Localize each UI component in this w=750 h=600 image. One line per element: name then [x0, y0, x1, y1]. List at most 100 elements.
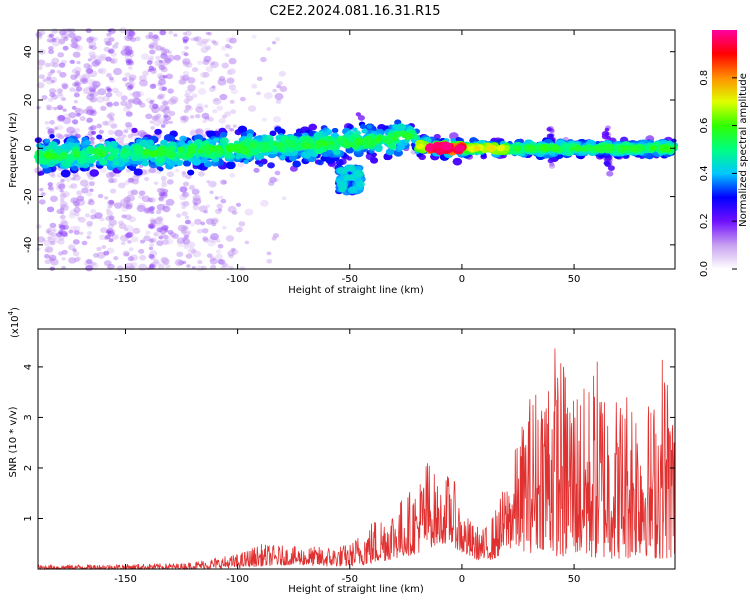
spectrogram-cell: [149, 150, 159, 158]
spectrogram-cell: [279, 85, 288, 93]
spectrogram-cell: [385, 148, 395, 156]
spectrogram-cell: [181, 191, 190, 198]
spectrogram-cell: [182, 70, 190, 76]
snr-y-tick-label: 1: [23, 515, 34, 521]
spectrogram-cell: [230, 109, 237, 115]
spectrogram-cell: [134, 149, 142, 155]
spectrogram-cell: [88, 45, 93, 49]
spectrogram-cell: [118, 223, 127, 230]
spectrogram-cell: [161, 86, 168, 92]
spectrogram-cell: [105, 208, 111, 213]
spectrogram-cell: [458, 146, 465, 151]
spectrogram-cell: [220, 131, 228, 138]
spectrogram-cell: [274, 126, 282, 133]
spectrogram-cell: [85, 67, 94, 75]
spectrogram-cell: [217, 243, 224, 249]
spectrogram-cell: [185, 253, 193, 259]
spectrogram-cell: [89, 93, 95, 97]
spec-y-tick-label: 20: [23, 94, 34, 107]
spectrogram-cell: [229, 37, 237, 44]
spectrogram-cell: [128, 99, 134, 104]
spectrogram-cell: [38, 199, 46, 205]
spectrogram-cell: [149, 225, 154, 229]
spectrogram-cell: [623, 145, 630, 150]
spectrogram-cell: [160, 124, 166, 128]
spectrogram-cell: [166, 171, 175, 178]
spectrogram-cell: [49, 222, 57, 229]
spectrogram-cell: [75, 256, 81, 261]
spectrogram-cell: [179, 135, 187, 142]
spectrogram-cell: [181, 171, 187, 175]
spectrogram-cell: [143, 176, 150, 182]
spectrogram-cell: [58, 229, 64, 235]
spectrogram-cell: [72, 248, 77, 252]
spectrogram-cell: [606, 135, 611, 140]
spec-y-tick-label: -20: [23, 188, 34, 204]
spectrogram-cell: [47, 97, 54, 102]
spectrogram-cell: [184, 219, 191, 225]
spectrogram-cell: [347, 142, 354, 147]
spectrogram-cell: [276, 84, 281, 89]
spectrogram-cell: [150, 126, 155, 130]
spectrogram-cell: [86, 155, 92, 161]
spectrogram-cell: [164, 57, 172, 64]
spectrogram-cell: [57, 88, 63, 93]
spectrogram-cell: [272, 116, 281, 123]
spectrogram-cell: [606, 170, 614, 177]
spectrogram-cell: [274, 170, 281, 176]
spectrogram-cell: [49, 134, 55, 139]
spectrogram-cell: [452, 157, 463, 166]
spectrogram-cell: [89, 188, 94, 192]
spectrogram-cell: [158, 59, 164, 64]
spectrogram-cell: [161, 239, 170, 245]
snr-frame: [37, 328, 676, 570]
spectrogram-cell: [158, 167, 164, 172]
spectrogram-cell: [90, 208, 97, 214]
spectrogram-cell: [88, 181, 95, 187]
spectrogram-cell: [162, 74, 168, 79]
spectrogram-cell: [244, 240, 250, 245]
spectrogram-cell: [121, 214, 127, 219]
spectrogram-cell: [148, 167, 157, 174]
spectrogram-cell: [108, 76, 114, 81]
spectrogram-cell: [148, 246, 154, 251]
spectrogram-cell: [218, 207, 223, 212]
spectrogram-cell: [548, 133, 554, 138]
spectrogram-cell: [159, 191, 165, 197]
spectrogram-cell: [260, 56, 267, 63]
spectrogram-cell: [235, 226, 243, 233]
spectrogram-cell: [149, 100, 154, 105]
spectrogram-cell: [46, 76, 52, 81]
spectrogram-cell: [69, 59, 76, 65]
spectrogram-cell: [356, 180, 365, 188]
spectrogram-cell: [64, 133, 70, 138]
spectrogram-cell: [106, 72, 112, 78]
spectrogram-cell: [97, 193, 104, 199]
spectrogram-cell: [96, 246, 102, 251]
spectrogram-cell: [165, 264, 171, 269]
spectrogram-cell: [569, 146, 576, 152]
spectrogram-cell: [86, 235, 91, 240]
spectrogram-cell: [239, 96, 246, 102]
spectrogram-cell: [120, 241, 126, 246]
spectrogram-cell: [149, 49, 156, 55]
spectrogram-cell: [124, 214, 132, 220]
spectrogram-cell: [211, 40, 217, 44]
spectrogram-cell: [162, 119, 170, 125]
spectrogram-cell: [473, 145, 481, 152]
spectrogram-cell: [449, 132, 459, 140]
spectrogram-cell: [57, 183, 66, 190]
spectrogram-cell: [229, 128, 235, 132]
spectrogram-cell: [149, 83, 157, 89]
spectrogram-cell: [35, 143, 42, 148]
spectrogram-cell: [128, 77, 135, 83]
spectrogram-cell: [70, 183, 78, 189]
spectrogram-cell: [593, 145, 599, 151]
spectrogram-cell: [496, 145, 505, 152]
spectrogram-cell: [152, 119, 162, 127]
spectrogram-cell: [91, 60, 100, 67]
spectrogram-cell: [183, 109, 189, 114]
spectrogram-cell: [151, 67, 157, 72]
